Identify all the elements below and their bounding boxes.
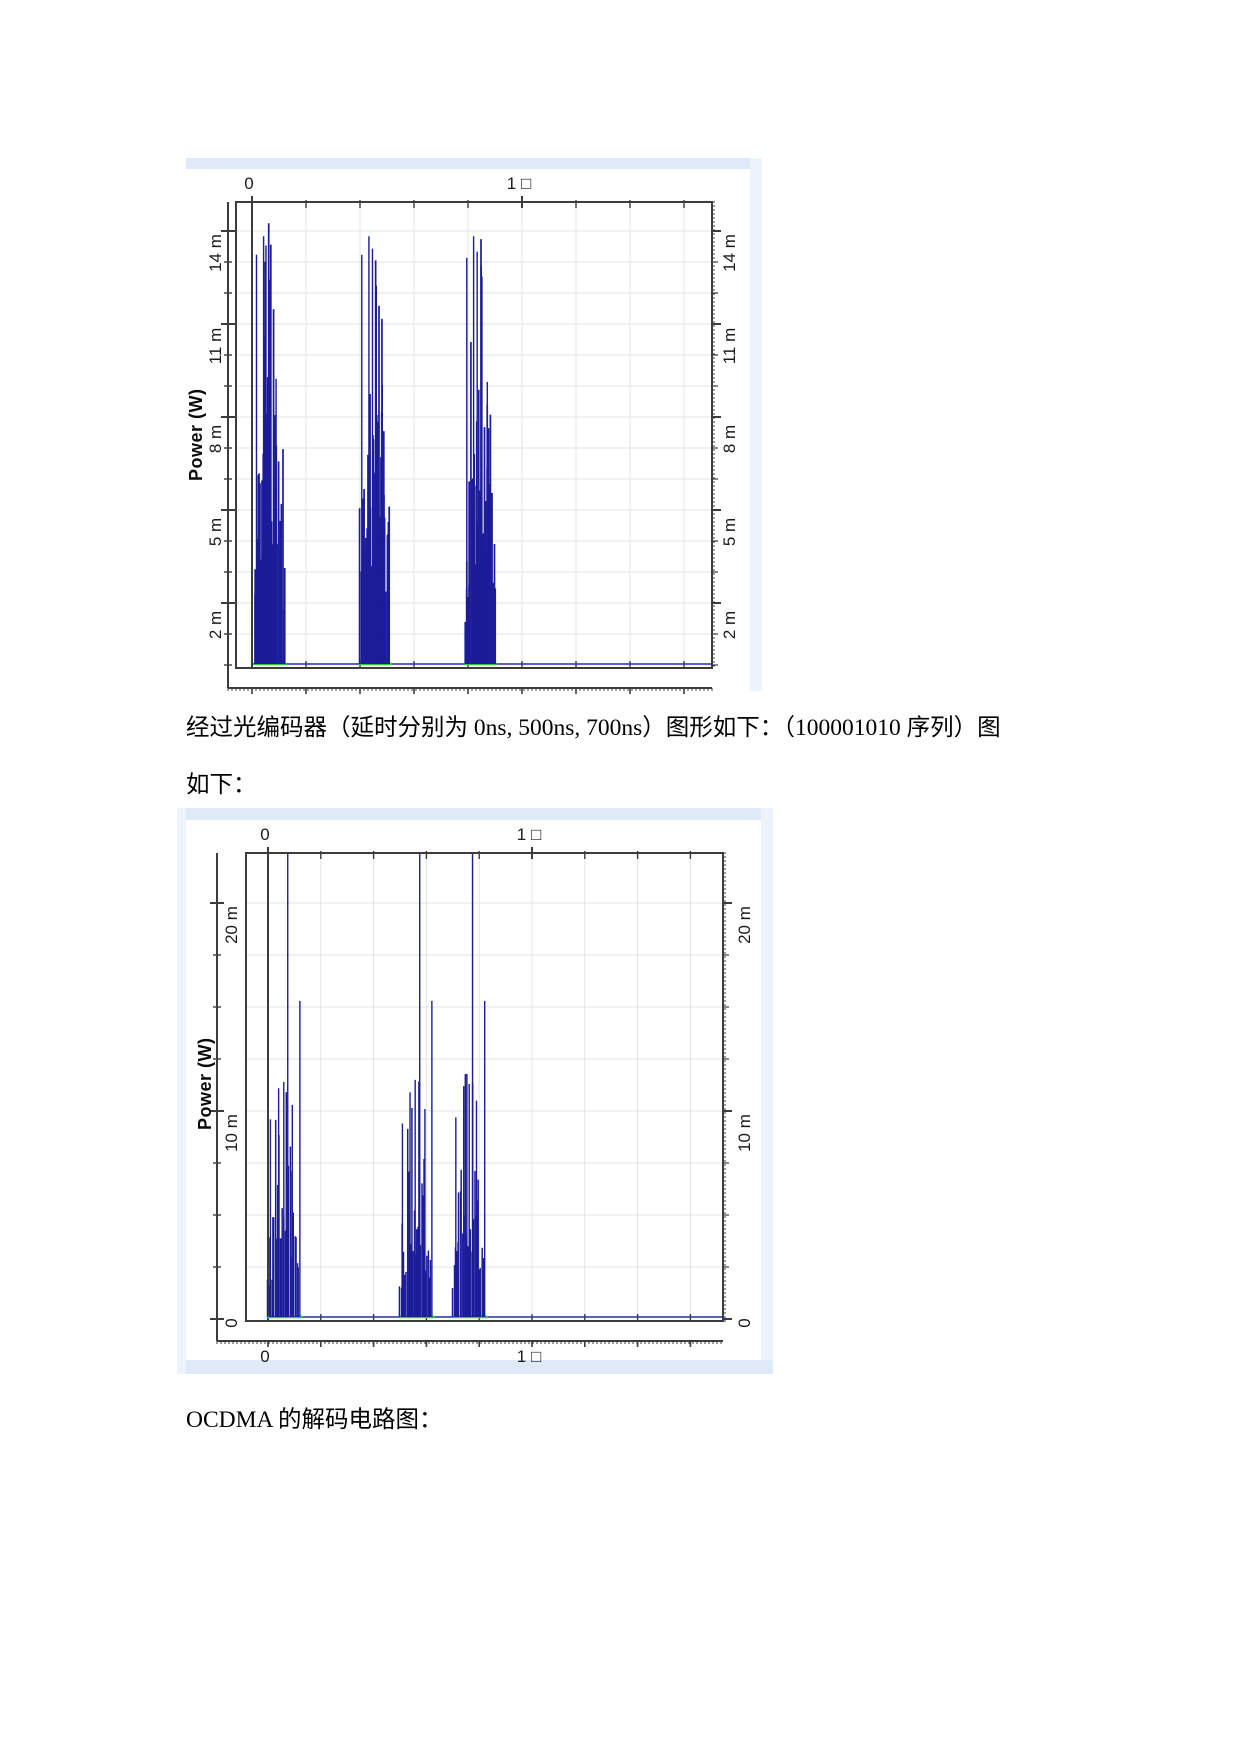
y-axis-title: Power (W) [195,1037,215,1131]
window-frame-strip [186,1360,773,1374]
y-axis-left-tick-label: 5 m [206,517,225,547]
x-axis-bottom-tick-label: 1 □ [516,1347,542,1366]
y-axis-left-tick-label: 11 m [206,327,225,365]
y-axis-right-tick-label: 2 m [720,610,739,640]
window-frame-strip [750,158,762,691]
figure-chart-encoder-input: 0 1 □ 2 m 2 m 5 m 5 m 8 m 8 m 11 m 11 m 14 m 14 m Po… [170,146,762,695]
y-axis-left-tick-label: 20 m [222,906,241,944]
window-frame-strip [186,808,773,820]
axes-and-rulers [221,196,721,694]
y-axis-right-tick-label: 11 m [720,327,739,365]
y-axis-right-tick-label: 0 [735,1318,754,1328]
caption-ocdma-decoder: OCDMA 的解码电路图： [186,1407,443,1433]
y-axis-right-tick-label: 5 m [720,517,739,547]
caption-between-charts-line2: 如下： [186,772,257,798]
y-axis-right-tick-label: 14 m [720,234,739,272]
plot-canvas-chart-2 [210,847,732,1347]
x-axis-top-tick-label: 0 [260,825,270,844]
y-axis-right-tick-label: 8 m [720,424,739,454]
window-frame-strip [186,158,762,169]
y-axis-left-tick-label: 10 m [222,1114,241,1152]
x-axis-top-tick-label: 1 □ [516,825,542,844]
plot-canvas-chart-1 [221,196,721,694]
figure-chart-encoder-output: 0 1 □ 0 1 □ 0 0 10 m 10 m 20 m 20 m Power (W) [177,795,773,1380]
y-axis-left-tick-label: 0 [222,1318,241,1328]
x-axis-top-tick-label: 0 [244,174,254,193]
y-axis-left-tick-label: 14 m [206,234,225,272]
y-axis-title: Power (W) [186,388,206,482]
caption-between-charts-line1: 经过光编码器（延时分别为 0ns, 500ns, 700ns）图形如下：（100… [186,715,1001,741]
x-axis-bottom-tick-label: 0 [260,1347,270,1366]
x-axis-top-tick-label: 1 □ [506,174,532,193]
y-axis-right-tick-label: 10 m [735,1114,754,1152]
pulse-series [254,223,497,664]
y-axis-left-tick-label: 2 m [206,610,225,640]
y-axis-right-tick-label: 20 m [735,906,754,944]
pulse-series [266,854,486,1317]
window-frame-strip [177,808,186,1374]
window-frame-strip [761,808,773,1374]
y-axis-left-tick-label: 8 m [206,424,225,454]
axes-and-rulers [210,847,732,1347]
